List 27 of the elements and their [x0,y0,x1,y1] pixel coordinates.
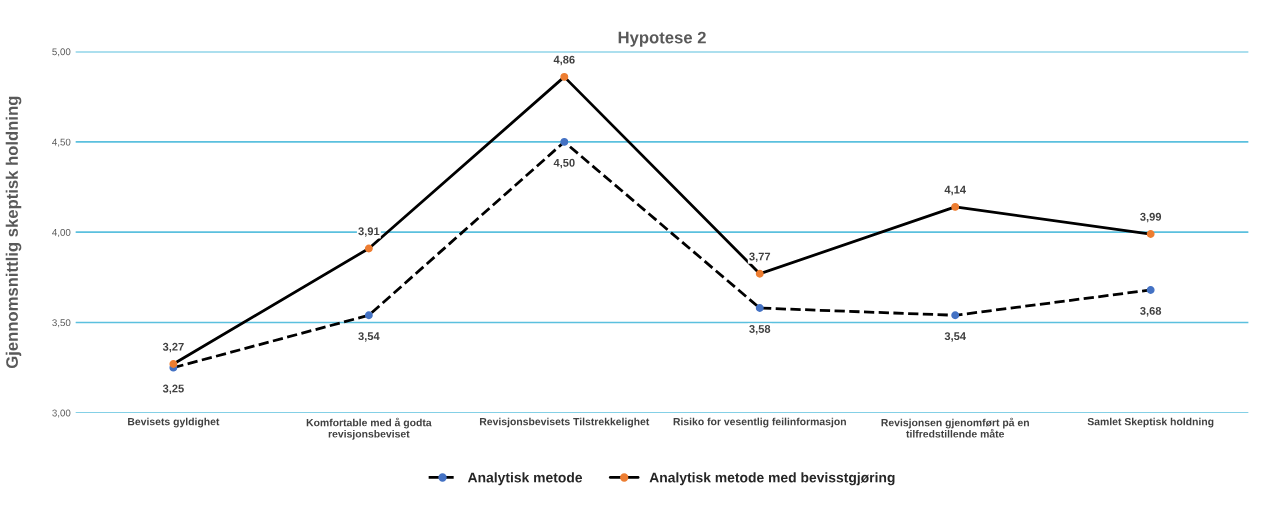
data-label: 3,77 [749,252,771,263]
y-tick-label: 4,50 [52,138,71,147]
legend-label: Analytisk metode [467,472,583,486]
data-label: 3,91 [358,227,380,237]
data-label: 3,68 [1140,306,1162,317]
data-label: 4,50 [553,158,575,169]
y-axis-title: Gjennomsnittlig skeptisk holdning [5,96,22,369]
data-label: 3,54 [944,332,966,342]
x-tick-label: Samlet Skeptisk holdning [1087,417,1214,428]
y-tick-label: 5,00 [52,48,71,57]
x-tick-label: Komfortable med å godta revisjonsbeviset [306,417,432,440]
data-label: 3,27 [162,342,184,353]
y-tick-label: 4,00 [52,228,71,237]
x-tick-label: Revisjonsbevisets Tilstrekkelighet [479,417,650,428]
data-label: 3,54 [358,332,380,342]
x-tick-label: Bevisets gyldighet [128,417,220,428]
y-tick-label: 3,50 [52,319,71,328]
x-tick-label: Risiko for vesentlig feilinformasjon [673,417,846,428]
data-label: 3,58 [749,325,771,335]
data-label: 4,86 [553,55,575,66]
x-tick-label: Revisjonsen gjenomført på en tilfredstillende måte [881,417,1029,438]
legend-label: Analytisk metode med bevisstgjøring [649,472,895,486]
data-label: 3,99 [1140,212,1162,223]
data-label: 4,14 [944,185,966,196]
y-tick-label: 3,00 [52,409,71,418]
chart-title: Hypotese 2 [618,31,706,47]
data-label: 3,25 [162,384,184,395]
